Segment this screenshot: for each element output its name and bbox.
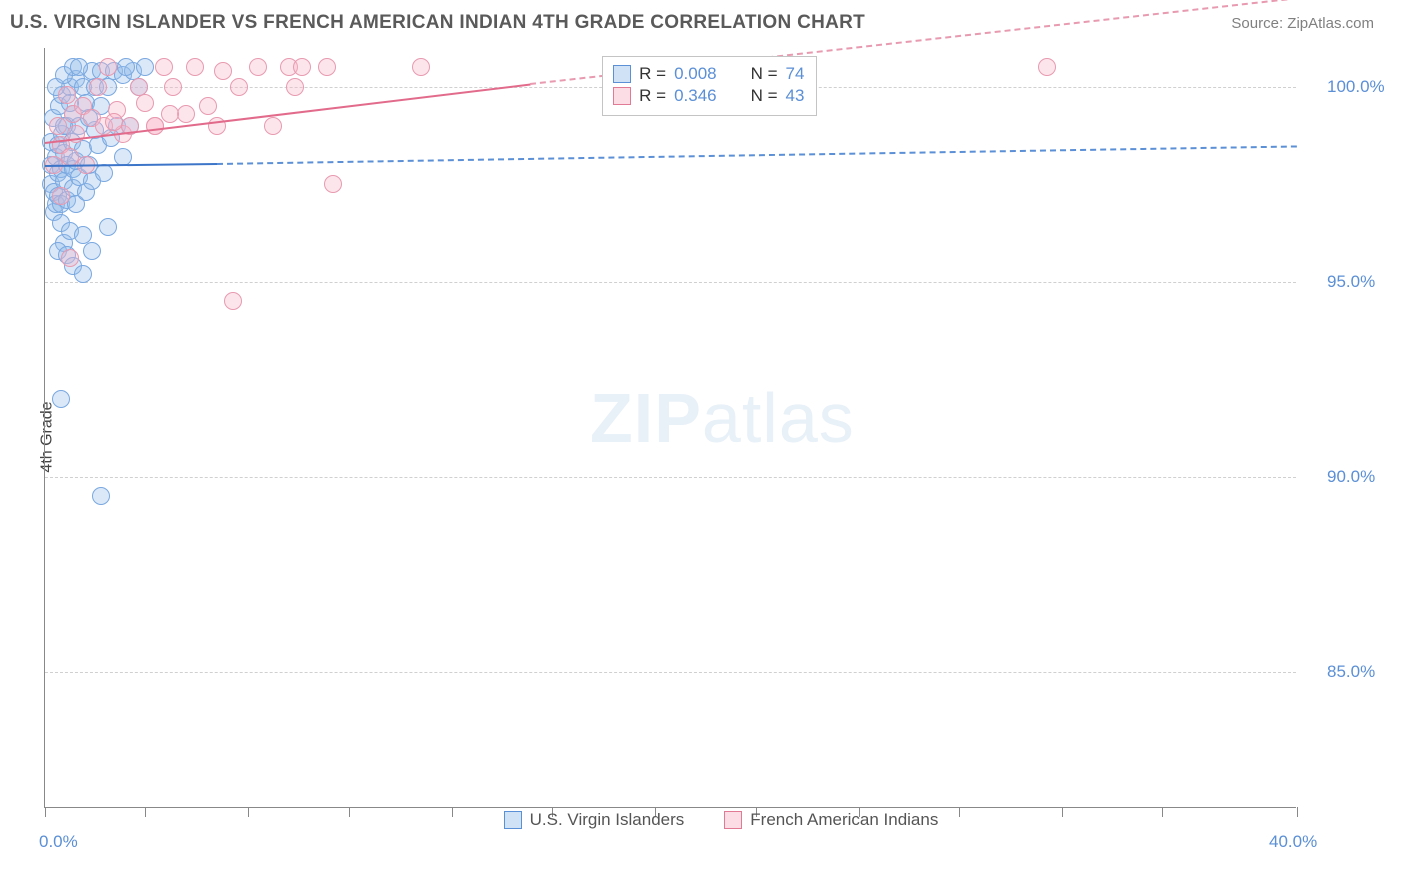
stat-n-value: 43 xyxy=(786,86,805,106)
data-point xyxy=(49,117,67,135)
data-point xyxy=(164,78,182,96)
data-point xyxy=(318,58,336,76)
data-point xyxy=(117,58,135,76)
legend-swatch xyxy=(724,811,742,829)
legend-item: U.S. Virgin Islanders xyxy=(504,810,685,830)
data-point xyxy=(230,78,248,96)
y-tick-label: 90.0% xyxy=(1327,467,1375,487)
source-link[interactable]: ZipAtlas.com xyxy=(1287,15,1374,32)
stats-box: R = 0.008 N = 74 R = 0.346 N = 43 xyxy=(602,56,817,116)
data-point xyxy=(74,265,92,283)
x-tick-label: 40.0% xyxy=(1269,832,1317,852)
y-tick-label: 95.0% xyxy=(1327,272,1375,292)
gridline xyxy=(45,672,1296,673)
data-point xyxy=(136,58,154,76)
data-point xyxy=(136,94,154,112)
data-point xyxy=(199,97,217,115)
data-point xyxy=(92,487,110,505)
data-point xyxy=(264,117,282,135)
data-point xyxy=(286,78,304,96)
data-point xyxy=(89,78,107,96)
legend-label: U.S. Virgin Islanders xyxy=(530,810,685,830)
data-point xyxy=(58,86,76,104)
data-point xyxy=(99,218,117,236)
data-point xyxy=(70,58,88,76)
gridline xyxy=(45,477,1296,478)
legend-swatch xyxy=(613,65,631,83)
stat-r-label: R = xyxy=(639,64,666,84)
legend-item: French American Indians xyxy=(724,810,938,830)
stat-r-value: 0.008 xyxy=(674,64,717,84)
chart-title: U.S. VIRGIN ISLANDER VS FRENCH AMERICAN … xyxy=(10,12,865,34)
data-point xyxy=(83,242,101,260)
stats-row: R = 0.008 N = 74 xyxy=(613,64,804,84)
gridline xyxy=(45,282,1296,283)
stat-n-value: 74 xyxy=(786,64,805,84)
data-point xyxy=(161,105,179,123)
data-point xyxy=(177,105,195,123)
header: U.S. VIRGIN ISLANDER VS FRENCH AMERICAN … xyxy=(0,0,1406,42)
data-point xyxy=(105,113,123,131)
trendline-projection xyxy=(217,145,1297,165)
data-point xyxy=(52,390,70,408)
legend-swatch xyxy=(613,87,631,105)
data-point xyxy=(146,117,164,135)
stat-r-value: 0.346 xyxy=(674,86,717,106)
legend-label: French American Indians xyxy=(750,810,938,830)
data-point xyxy=(99,58,117,76)
source-attribution: Source: ZipAtlas.com xyxy=(1231,15,1374,32)
stat-r-label: R = xyxy=(639,86,666,106)
plot-area: 85.0%90.0%95.0%100.0%0.0%40.0%ZIPatlasR … xyxy=(44,48,1296,808)
data-point xyxy=(155,58,173,76)
data-point xyxy=(214,62,232,80)
watermark: ZIPatlas xyxy=(590,378,855,458)
data-point xyxy=(249,58,267,76)
data-point xyxy=(61,249,79,267)
stat-n-label: N = xyxy=(751,64,778,84)
data-point xyxy=(324,175,342,193)
x-tick-label: 0.0% xyxy=(39,832,78,852)
data-point xyxy=(52,187,70,205)
data-point xyxy=(186,58,204,76)
y-tick-label: 100.0% xyxy=(1327,77,1385,97)
stat-n-label: N = xyxy=(751,86,778,106)
correlation-scatter-chart: 4th Grade 85.0%90.0%95.0%100.0%0.0%40.0%… xyxy=(44,42,1398,832)
legend-swatch xyxy=(504,811,522,829)
y-tick-label: 85.0% xyxy=(1327,662,1375,682)
data-point xyxy=(224,292,242,310)
data-point xyxy=(293,58,311,76)
stats-row: R = 0.346 N = 43 xyxy=(613,86,804,106)
data-point xyxy=(412,58,430,76)
legend: U.S. Virgin Islanders French American Ind… xyxy=(44,810,1398,830)
data-point xyxy=(1038,58,1056,76)
